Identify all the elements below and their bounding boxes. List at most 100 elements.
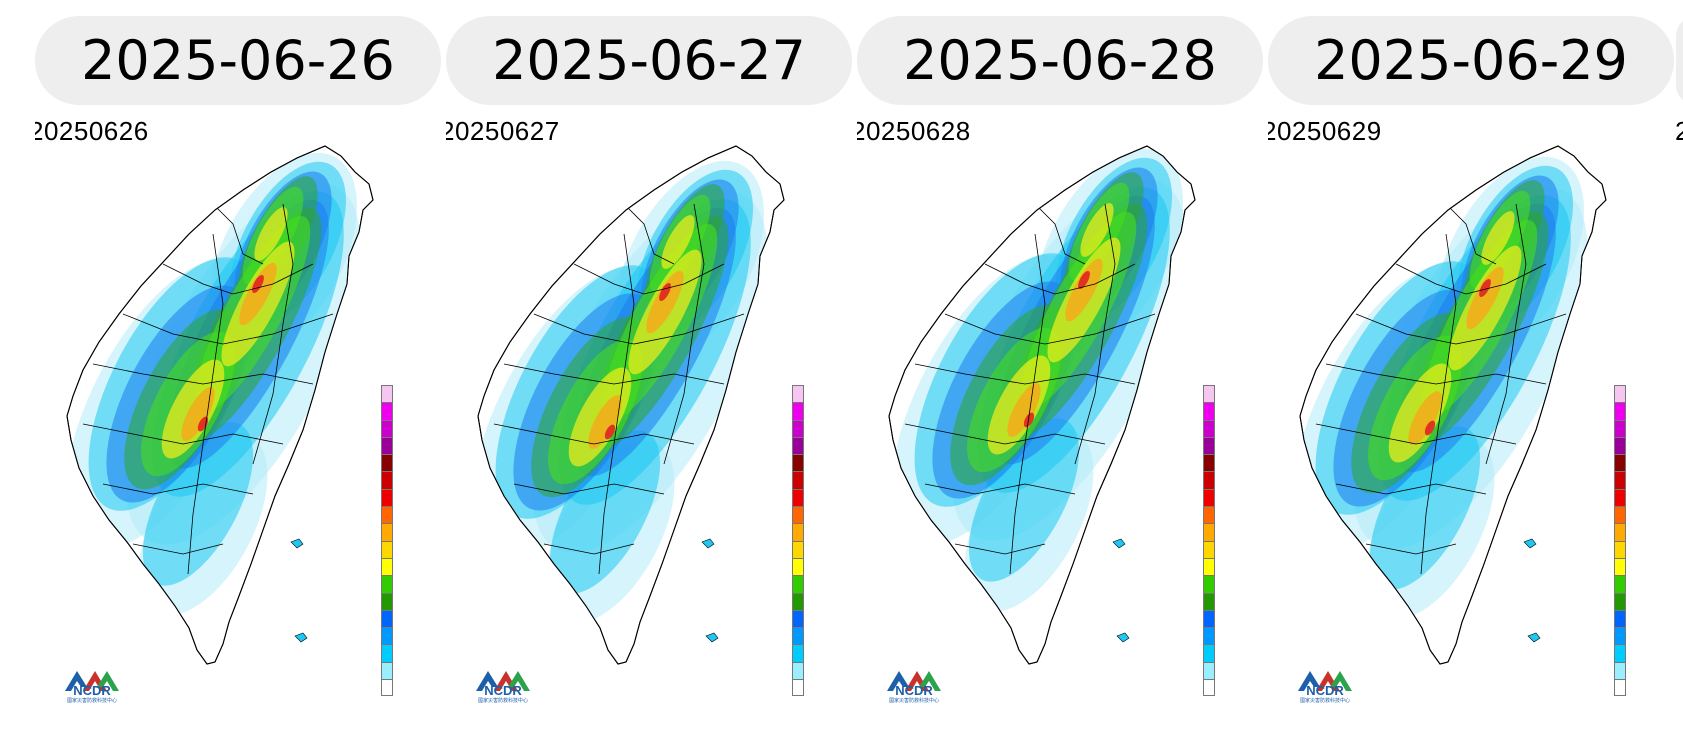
rainfall-area bbox=[254, 207, 288, 261]
rainfall-map bbox=[1299, 145, 1607, 665]
color-legend bbox=[792, 385, 804, 697]
legend-swatch bbox=[1614, 506, 1626, 524]
rainfall-area bbox=[181, 387, 215, 441]
date-tab[interactable]: 2025-06-28 bbox=[857, 16, 1263, 105]
county-border bbox=[513, 483, 665, 495]
county-border bbox=[1420, 233, 1457, 575]
legend-swatch bbox=[1203, 471, 1215, 489]
legend-swatch bbox=[792, 385, 804, 403]
rainfall-area bbox=[659, 282, 671, 302]
county-border bbox=[1445, 203, 1497, 265]
legend-swatch bbox=[1614, 402, 1626, 420]
legend-swatch bbox=[1203, 575, 1215, 593]
legend-swatch bbox=[792, 592, 804, 610]
county-border bbox=[1325, 363, 1547, 385]
legend-swatch bbox=[792, 679, 804, 697]
rainfall-map bbox=[888, 145, 1196, 665]
legend-swatch bbox=[1203, 609, 1215, 628]
county-border bbox=[252, 203, 294, 465]
legend-swatch bbox=[1614, 575, 1626, 593]
legend-swatch bbox=[792, 488, 804, 507]
county-border bbox=[92, 363, 314, 385]
county-border bbox=[663, 203, 705, 465]
county-border bbox=[623, 203, 675, 265]
legend-swatch bbox=[381, 540, 393, 558]
coastline bbox=[66, 145, 374, 665]
legend-swatch bbox=[1614, 592, 1626, 610]
county-border bbox=[543, 543, 635, 555]
county-border bbox=[1034, 203, 1086, 265]
legend-swatch bbox=[792, 523, 804, 541]
date-tab[interactable]: 2025-06-29 bbox=[1268, 16, 1674, 105]
county-border bbox=[984, 263, 1136, 295]
forecast-panel-2: 2025-06-27 20250627 NCDR 國家災害防救科技中心 bbox=[446, 0, 852, 756]
legend-swatch bbox=[792, 575, 804, 593]
county-border bbox=[924, 483, 1076, 495]
legend-swatch bbox=[381, 679, 393, 697]
legend-swatch bbox=[792, 661, 804, 680]
ncdr-logo bbox=[1298, 671, 1352, 691]
logo-subtitle: 國家災害防救科技中心 bbox=[66, 698, 117, 704]
legend-swatch bbox=[792, 627, 804, 645]
legend-swatch bbox=[1203, 644, 1215, 662]
rainfall-area bbox=[1023, 412, 1035, 428]
logo-subtitle: 國家災害防救科技中心 bbox=[888, 698, 939, 704]
rainfall-area bbox=[968, 418, 1080, 582]
legend-swatch bbox=[381, 385, 393, 403]
rainfall-area bbox=[1408, 391, 1442, 445]
legend-swatch bbox=[381, 609, 393, 628]
county-border bbox=[187, 233, 224, 575]
legend-swatch bbox=[381, 523, 393, 541]
county-border bbox=[1485, 203, 1527, 465]
legend-swatch bbox=[792, 540, 804, 558]
legend-swatch bbox=[381, 419, 393, 437]
rainfall-area bbox=[588, 395, 622, 449]
legend-swatch bbox=[1614, 679, 1626, 697]
legend-swatch bbox=[1203, 592, 1215, 610]
rainfall-area bbox=[604, 424, 616, 440]
rainfall-area bbox=[1479, 278, 1491, 298]
islet bbox=[1527, 632, 1541, 643]
county-border bbox=[1074, 203, 1116, 465]
image-code: 20250626 bbox=[35, 116, 149, 146]
county-border bbox=[132, 543, 224, 555]
legend-swatch bbox=[381, 627, 393, 645]
legend-swatch bbox=[1614, 609, 1626, 628]
rainfall-area bbox=[1424, 420, 1436, 436]
legend-swatch bbox=[1614, 471, 1626, 489]
ncdr-logo bbox=[476, 671, 530, 691]
county-border bbox=[944, 313, 1156, 345]
rainfall-area bbox=[1080, 203, 1114, 257]
legend-swatch bbox=[1614, 488, 1626, 507]
logo-text: NCDR bbox=[484, 683, 522, 698]
legend-swatch bbox=[1203, 419, 1215, 437]
date-tab[interactable]: 2025-06-26 bbox=[35, 16, 441, 105]
logo-subtitle: 國家災害防救科技中心 bbox=[477, 698, 528, 704]
rainfall-area bbox=[197, 416, 209, 432]
color-legend bbox=[381, 385, 393, 697]
legend-swatch bbox=[381, 557, 393, 576]
legend-swatch bbox=[792, 557, 804, 576]
next-date-tab-partial[interactable] bbox=[1676, 16, 1683, 105]
legend-swatch bbox=[792, 609, 804, 628]
county-border bbox=[1009, 233, 1046, 575]
legend-swatch bbox=[381, 488, 393, 507]
islet bbox=[294, 632, 308, 643]
rainfall-area bbox=[142, 422, 254, 586]
rainfall-area bbox=[1078, 270, 1090, 290]
legend-swatch bbox=[1614, 540, 1626, 558]
legend-swatch bbox=[1203, 436, 1215, 455]
legend-swatch bbox=[792, 454, 804, 472]
islet bbox=[1112, 538, 1126, 549]
islet bbox=[701, 538, 715, 549]
county-border bbox=[162, 263, 314, 295]
date-tab[interactable]: 2025-06-27 bbox=[446, 16, 852, 105]
legend-swatch bbox=[792, 471, 804, 489]
legend-swatch bbox=[1203, 627, 1215, 645]
image-code: 20250627 bbox=[446, 116, 560, 146]
legend-swatch bbox=[792, 436, 804, 455]
county-border bbox=[904, 423, 1106, 445]
rainfall-map bbox=[66, 145, 374, 665]
legend-swatch bbox=[1203, 523, 1215, 541]
legend-swatch bbox=[381, 575, 393, 593]
